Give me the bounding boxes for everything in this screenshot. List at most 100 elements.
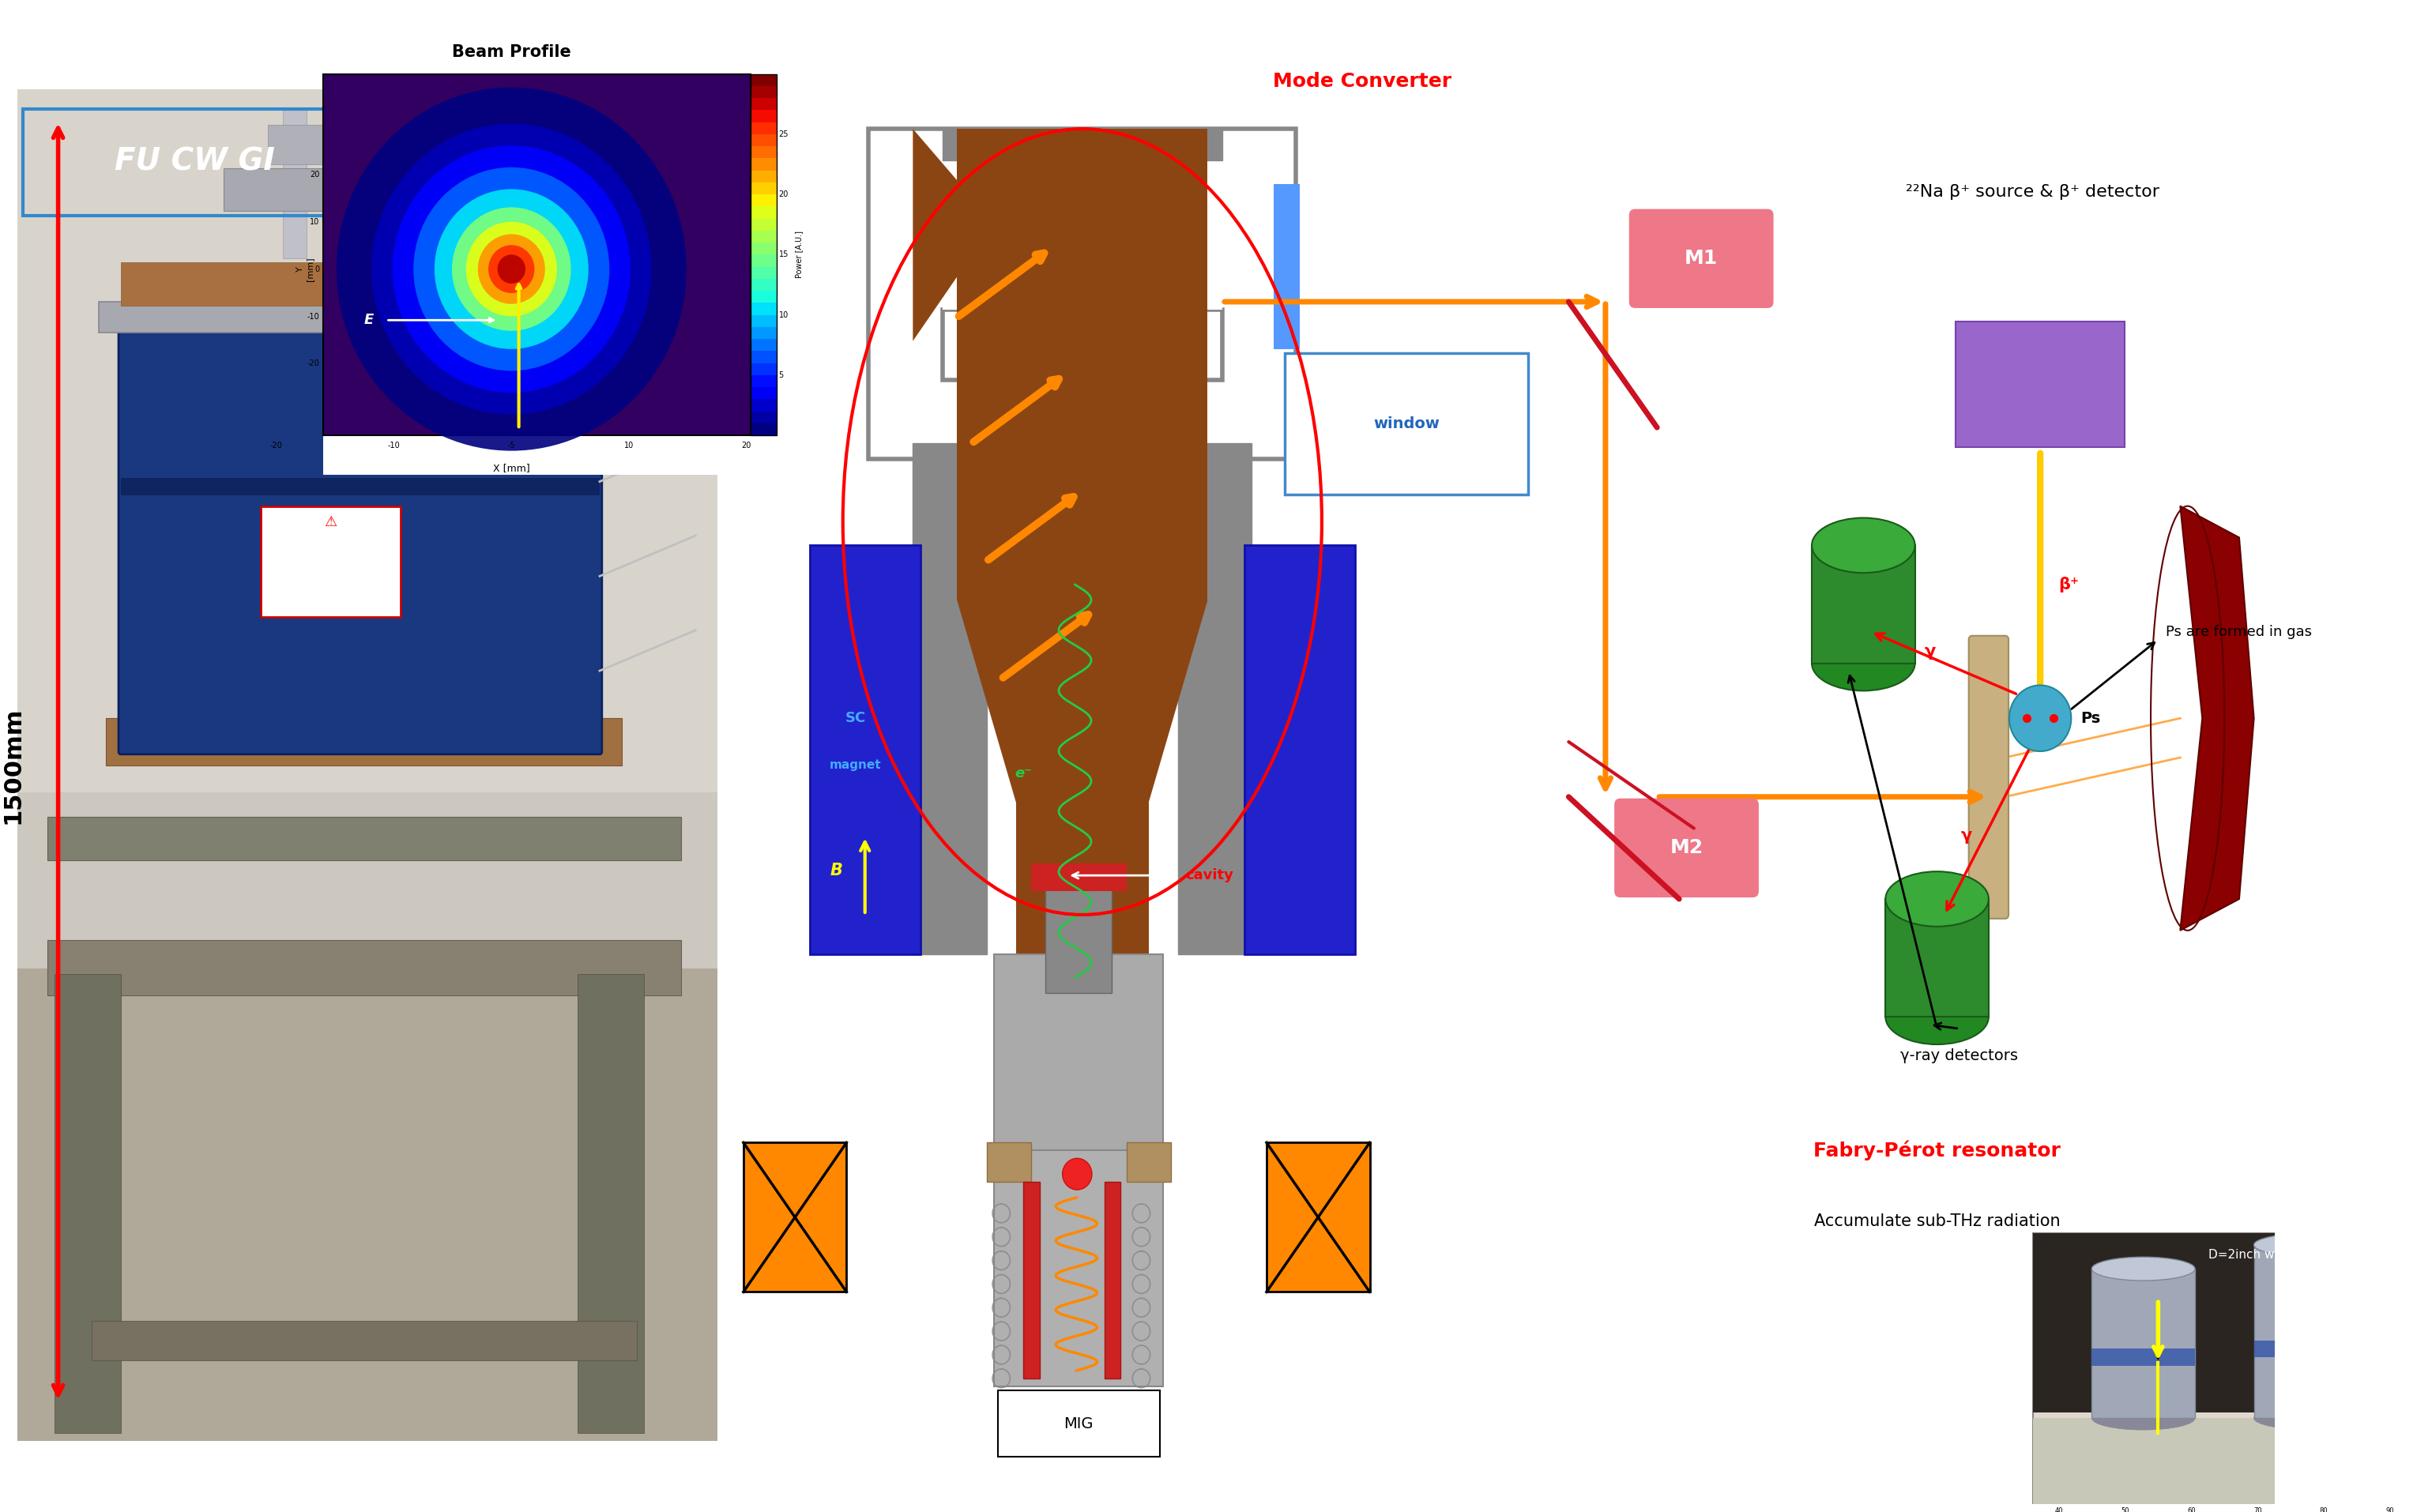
FancyBboxPatch shape bbox=[1284, 352, 1527, 494]
Bar bbox=[751, 302, 776, 314]
Bar bbox=[394, 110, 416, 259]
Text: 25: 25 bbox=[778, 130, 788, 138]
Ellipse shape bbox=[477, 234, 545, 304]
Bar bbox=[1885, 900, 1989, 1018]
Bar bbox=[751, 98, 776, 110]
Text: β⁺: β⁺ bbox=[2057, 576, 2079, 593]
FancyBboxPatch shape bbox=[1955, 322, 2126, 448]
Bar bbox=[224, 168, 518, 212]
Bar bbox=[751, 171, 776, 183]
Text: 10: 10 bbox=[778, 311, 788, 319]
Ellipse shape bbox=[1812, 635, 1914, 691]
FancyBboxPatch shape bbox=[1629, 209, 1773, 308]
Bar bbox=[46, 816, 681, 860]
Ellipse shape bbox=[2254, 1406, 2371, 1430]
Bar bbox=[282, 110, 306, 259]
Bar bbox=[941, 145, 1223, 310]
Bar bbox=[2033, 1232, 2432, 1512]
Bar bbox=[751, 411, 776, 423]
Bar bbox=[751, 207, 776, 218]
Text: 10: 10 bbox=[625, 442, 635, 449]
Bar bbox=[1177, 443, 1252, 954]
Bar bbox=[17, 89, 717, 792]
Bar bbox=[751, 135, 776, 147]
Bar bbox=[2254, 1244, 2371, 1418]
Polygon shape bbox=[2179, 507, 2254, 930]
Bar bbox=[17, 89, 717, 1441]
Bar bbox=[2033, 1232, 2432, 1412]
Bar bbox=[751, 351, 776, 363]
Bar bbox=[912, 443, 987, 954]
Text: 40: 40 bbox=[2055, 1507, 2062, 1512]
Bar bbox=[2092, 1269, 2196, 1418]
Ellipse shape bbox=[435, 189, 589, 349]
Text: ²²Na β⁺ source & β⁺ detector: ²²Na β⁺ source & β⁺ detector bbox=[1907, 184, 2160, 200]
Text: magnet: magnet bbox=[829, 759, 880, 771]
Bar bbox=[751, 110, 776, 122]
Ellipse shape bbox=[467, 222, 557, 316]
Bar bbox=[1024, 1182, 1038, 1379]
Text: LaBr₃ Scintillator: LaBr₃ Scintillator bbox=[2084, 1300, 2233, 1315]
Text: 15: 15 bbox=[778, 251, 788, 259]
Text: 20: 20 bbox=[778, 191, 788, 198]
Text: 20: 20 bbox=[309, 171, 319, 178]
Text: Ps: Ps bbox=[2082, 711, 2101, 726]
Bar bbox=[1104, 1182, 1121, 1379]
Text: D=2inch will be used: D=2inch will be used bbox=[2208, 1249, 2337, 1261]
Bar bbox=[751, 218, 776, 230]
Text: M1: M1 bbox=[1685, 249, 1717, 268]
Bar bbox=[46, 940, 681, 995]
Ellipse shape bbox=[489, 245, 535, 293]
Bar bbox=[1245, 546, 1355, 954]
Bar bbox=[751, 387, 776, 399]
Circle shape bbox=[2009, 685, 2072, 751]
Text: M2: M2 bbox=[1671, 839, 1702, 857]
Ellipse shape bbox=[2092, 1406, 2196, 1430]
Bar bbox=[1017, 585, 1148, 954]
Bar bbox=[751, 122, 776, 135]
Bar bbox=[941, 129, 1223, 160]
Text: e⁻: e⁻ bbox=[1014, 767, 1031, 780]
Text: 5: 5 bbox=[778, 370, 783, 380]
Bar bbox=[751, 290, 776, 302]
Text: Y
[mm]: Y [mm] bbox=[297, 257, 314, 281]
Text: B: B bbox=[829, 863, 844, 878]
Bar bbox=[1046, 875, 1111, 993]
Text: SC: SC bbox=[844, 711, 866, 726]
Polygon shape bbox=[958, 600, 1209, 954]
FancyBboxPatch shape bbox=[119, 331, 601, 754]
Text: -10: -10 bbox=[387, 442, 401, 449]
Text: -10: -10 bbox=[306, 313, 319, 321]
Text: 80: 80 bbox=[2320, 1507, 2327, 1512]
Bar bbox=[751, 339, 776, 351]
Text: Fabry-Pérot resonator: Fabry-Pérot resonator bbox=[1814, 1140, 2060, 1161]
Ellipse shape bbox=[499, 254, 525, 284]
Text: -20: -20 bbox=[306, 360, 319, 367]
Text: cavity: cavity bbox=[1184, 868, 1233, 883]
Bar bbox=[751, 327, 776, 339]
Bar bbox=[751, 74, 776, 86]
Bar bbox=[1274, 184, 1299, 349]
Bar bbox=[1812, 546, 1914, 664]
Bar bbox=[100, 301, 630, 333]
Bar bbox=[1267, 1143, 1369, 1291]
Bar bbox=[2033, 1418, 2432, 1512]
Text: 70: 70 bbox=[2254, 1507, 2262, 1512]
Text: Mode Converter: Mode Converter bbox=[1272, 73, 1452, 91]
Ellipse shape bbox=[2092, 1256, 2196, 1281]
Bar bbox=[122, 263, 601, 305]
Bar bbox=[751, 183, 776, 195]
Bar bbox=[54, 974, 122, 1433]
Ellipse shape bbox=[372, 124, 652, 414]
Bar bbox=[744, 1143, 846, 1291]
Bar bbox=[17, 968, 717, 1441]
Bar bbox=[751, 399, 776, 411]
Bar bbox=[941, 310, 1223, 381]
Text: 60: 60 bbox=[2186, 1507, 2196, 1512]
Bar bbox=[1031, 863, 1126, 891]
Ellipse shape bbox=[1812, 519, 1914, 573]
Bar bbox=[751, 278, 776, 290]
Bar bbox=[751, 423, 776, 435]
Circle shape bbox=[1063, 1158, 1092, 1190]
Bar bbox=[751, 74, 776, 435]
